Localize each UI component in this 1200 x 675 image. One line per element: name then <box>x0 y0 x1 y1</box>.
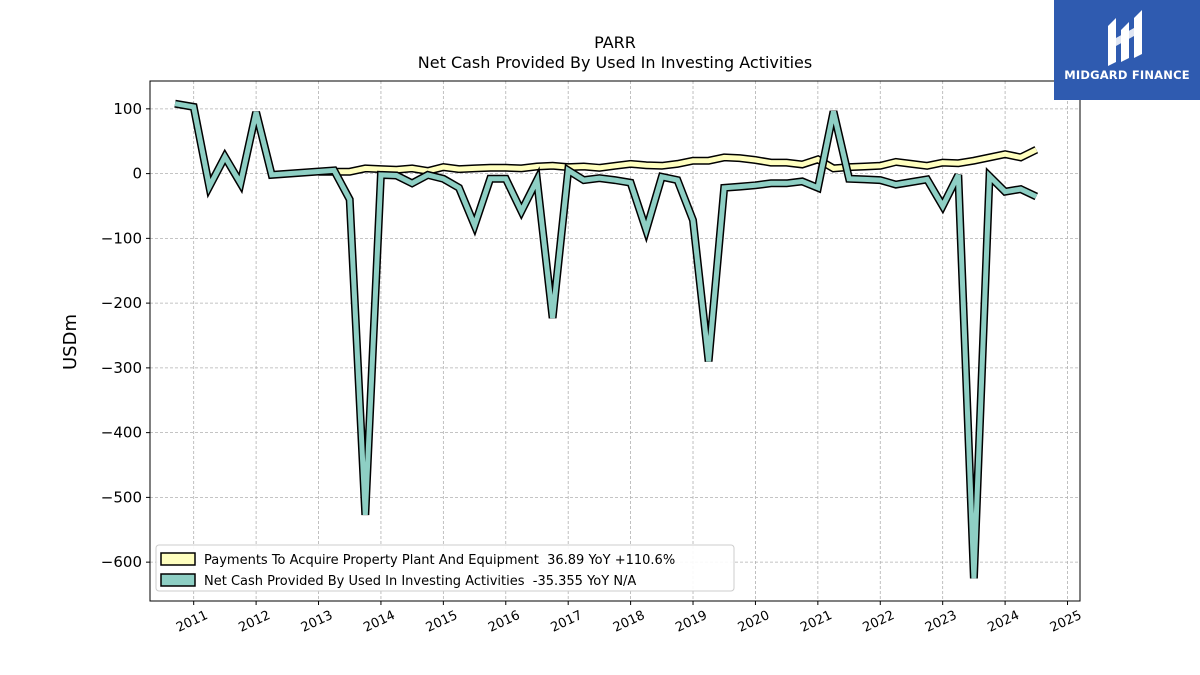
x-tick-label: 2014 <box>361 608 397 636</box>
series-line-2 <box>174 101 1038 579</box>
x-tick-label: 2021 <box>798 608 834 636</box>
x-tick-label: 2022 <box>861 608 897 636</box>
x-tick-label: 2018 <box>611 608 647 636</box>
x-tick-label: 2015 <box>424 608 460 636</box>
x-tick-label: 2023 <box>923 608 959 636</box>
y-tick-label: 100 <box>113 100 142 118</box>
x-tick-label: 2020 <box>736 608 772 636</box>
logo-text: MIDGARD FINANCE <box>1064 68 1190 82</box>
plot-frame <box>149 80 1081 602</box>
x-tick-label: 2024 <box>985 608 1021 636</box>
legend-swatch-1 <box>160 552 196 566</box>
series-line-1 <box>318 147 1038 175</box>
x-tick-label: 2013 <box>299 608 335 636</box>
x-tick-label: 2017 <box>549 608 585 636</box>
y-tick-label: −400 <box>101 424 142 442</box>
legend-box <box>155 544 735 592</box>
x-tick-label: 2025 <box>1048 608 1084 636</box>
x-tick-label: 2012 <box>236 608 272 636</box>
y-tick-label: −200 <box>101 294 142 312</box>
legend-label-1: Payments To Acquire Property Plant And E… <box>204 553 675 568</box>
brand-logo: MIDGARD FINANCE <box>1054 0 1200 100</box>
y-tick-label: −500 <box>101 488 142 506</box>
chart-subtitle: Net Cash Provided By Used In Investing A… <box>418 53 812 72</box>
x-tick-label: 2011 <box>174 608 210 636</box>
legend: Payments To Acquire Property Plant And E… <box>155 544 735 592</box>
y-tick-label: 0 <box>132 165 142 183</box>
logo-mark-icon <box>1108 10 1142 66</box>
y-tick-label: −300 <box>101 359 142 377</box>
chart-title: PARR <box>594 33 636 52</box>
series-layer <box>174 99 1039 579</box>
x-tick-label: 2019 <box>673 608 709 636</box>
x-tick-label: 2016 <box>486 608 522 636</box>
y-tick-label: −100 <box>101 229 142 247</box>
y-axis-label: USDm <box>60 314 81 370</box>
legend-label-2: Net Cash Provided By Used In Investing A… <box>204 574 636 589</box>
legend-swatch-2 <box>160 573 196 587</box>
y-tick-label: −600 <box>101 553 142 571</box>
